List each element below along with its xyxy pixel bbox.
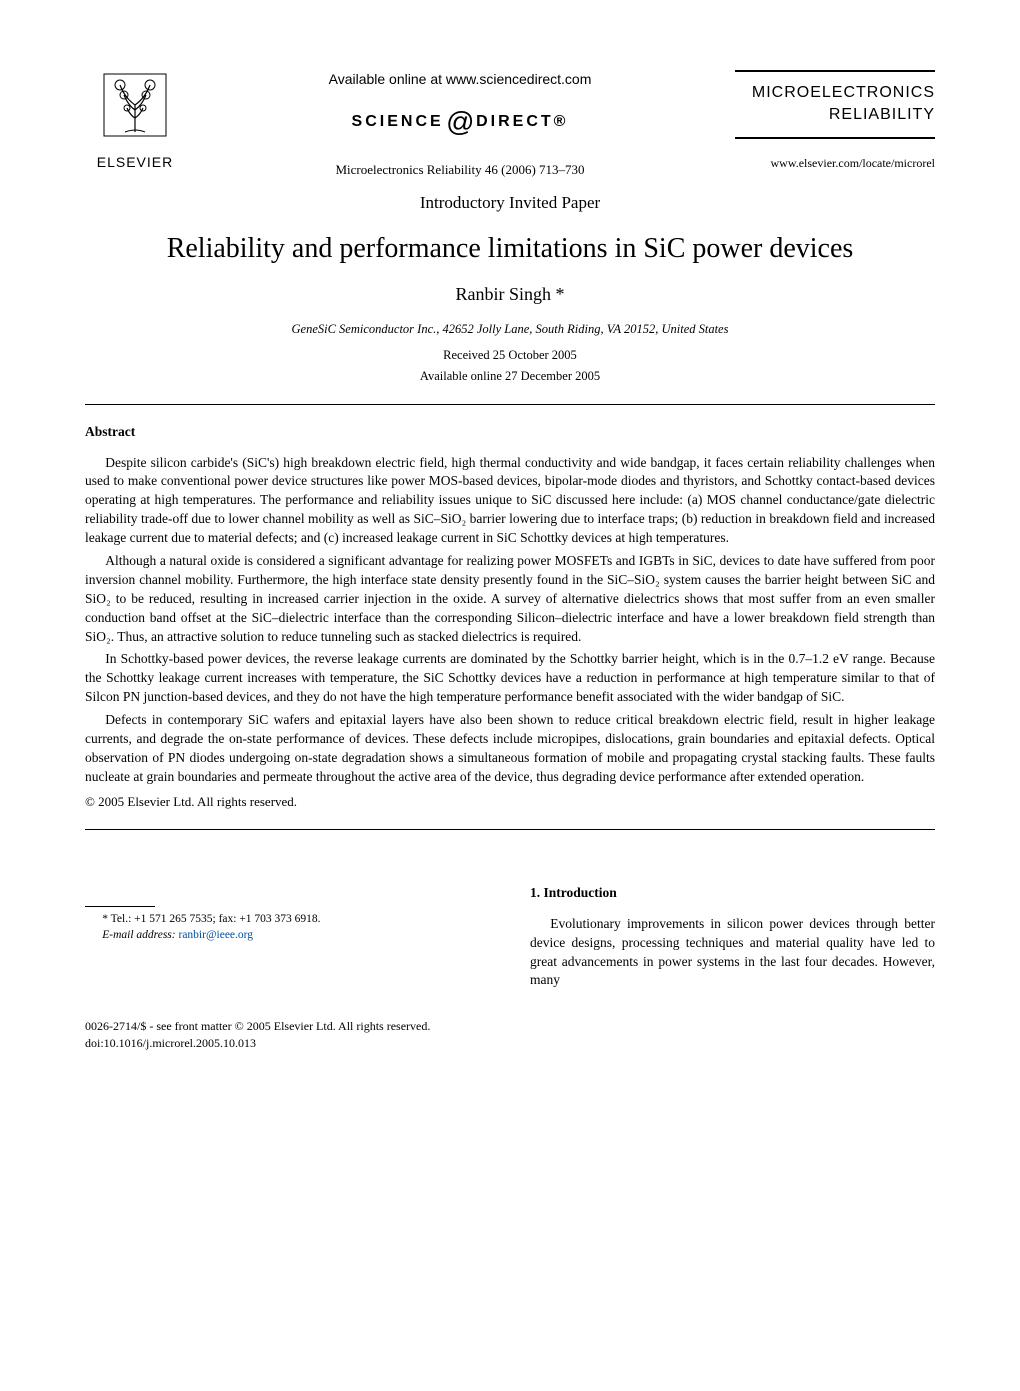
journal-brand: MICROELECTRONICS RELIABILITY	[735, 70, 935, 139]
sciencedirect-logo: SCIENCE@DIRECT®	[205, 102, 715, 141]
copyright: © 2005 Elsevier Ltd. All rights reserved…	[85, 793, 935, 811]
doi-block: 0026-2714/$ - see front matter © 2005 El…	[85, 1018, 935, 1052]
divider-bottom	[85, 829, 935, 830]
publisher-name: ELSEVIER	[85, 153, 185, 173]
left-column: * Tel.: +1 571 265 7535; fax: +1 703 373…	[85, 866, 490, 990]
abstract-p2: Although a natural oxide is considered a…	[85, 552, 935, 646]
online-date: Available online 27 December 2005	[85, 368, 935, 386]
available-online-text: Available online at www.sciencedirect.co…	[205, 70, 715, 90]
page-header: ELSEVIER Available online at www.science…	[85, 70, 935, 179]
abstract-p4: Defects in contemporary SiC wafers and e…	[85, 711, 935, 787]
affiliation: GeneSiC Semiconductor Inc., 42652 Jolly …	[85, 321, 935, 339]
journal-brand-block: MICROELECTRONICS RELIABILITY www.elsevie…	[735, 70, 935, 172]
two-column-body: * Tel.: +1 571 265 7535; fax: +1 703 373…	[85, 866, 935, 990]
intro-heading: 1. Introduction	[530, 884, 935, 903]
divider-top	[85, 404, 935, 405]
abstract-p1: Despite silicon carbide's (SiC's) high b…	[85, 454, 935, 548]
sciencedirect-right: DIRECT®	[476, 112, 568, 129]
paper-type: Introductory Invited Paper	[85, 191, 935, 215]
front-matter: 0026-2714/$ - see front matter © 2005 El…	[85, 1018, 935, 1035]
elsevier-tree-icon	[85, 70, 185, 149]
brand-line-2: RELIABILITY	[735, 104, 935, 126]
footnote-contact: * Tel.: +1 571 265 7535; fax: +1 703 373…	[85, 911, 490, 927]
author: Ranbir Singh *	[85, 282, 935, 307]
right-column: 1. Introduction Evolutionary improvement…	[530, 866, 935, 990]
email-label: E-mail address:	[102, 929, 175, 941]
sciencedirect-left: SCIENCE	[352, 112, 444, 129]
publisher-logo: ELSEVIER	[85, 70, 185, 173]
brand-line-1: MICROELECTRONICS	[735, 82, 935, 104]
abstract-body: Despite silicon carbide's (SiC's) high b…	[85, 454, 935, 787]
footnote-rule	[85, 906, 155, 907]
email-link[interactable]: ranbir@ieee.org	[178, 929, 253, 941]
center-header: Available online at www.sciencedirect.co…	[185, 70, 735, 179]
doi: doi:10.1016/j.microrel.2005.10.013	[85, 1035, 935, 1052]
intro-p1: Evolutionary improvements in silicon pow…	[530, 915, 935, 991]
abstract-heading: Abstract	[85, 423, 935, 442]
journal-url: www.elsevier.com/locate/microrel	[735, 155, 935, 172]
footnote-email: E-mail address: ranbir@ieee.org	[85, 927, 490, 943]
journal-reference: Microelectronics Reliability 46 (2006) 7…	[205, 161, 715, 179]
abstract-p3: In Schottky-based power devices, the rev…	[85, 650, 935, 707]
received-date: Received 25 October 2005	[85, 347, 935, 365]
paper-title: Reliability and performance limitations …	[85, 229, 935, 268]
sciencedirect-at-icon: @	[446, 102, 474, 141]
